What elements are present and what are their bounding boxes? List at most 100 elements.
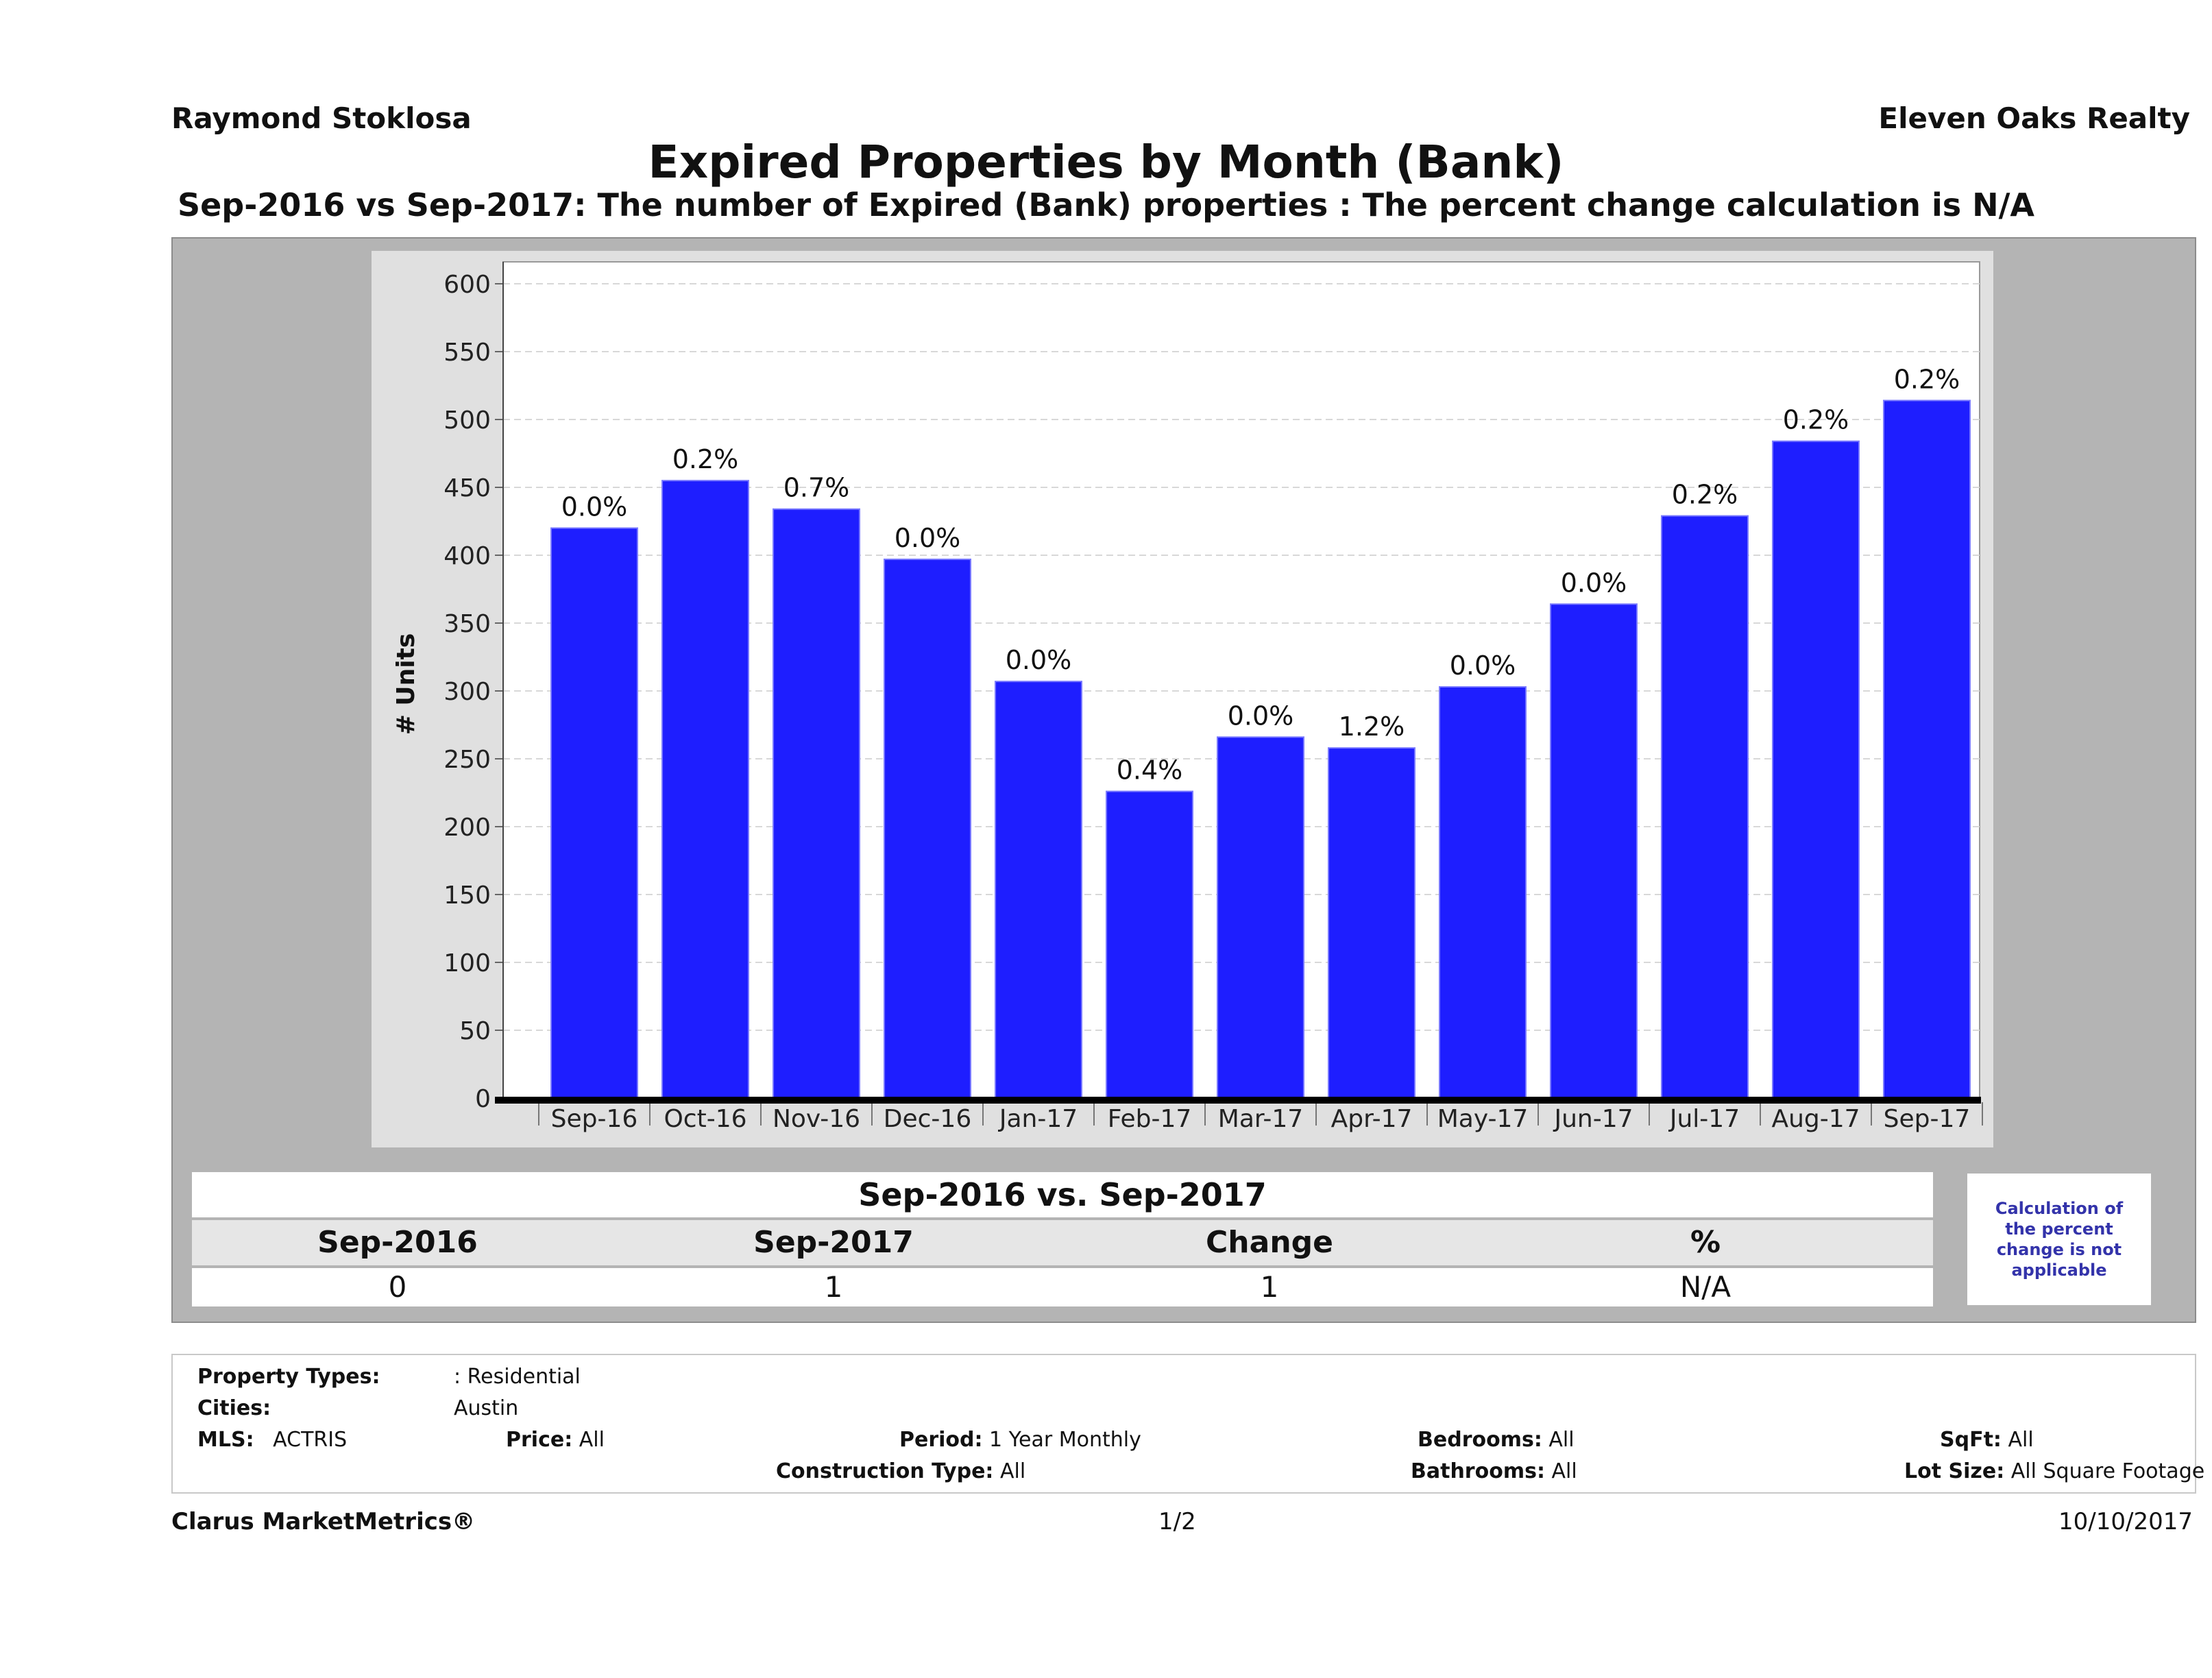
mls-label: MLS: [197, 1428, 254, 1452]
bar-value-label: 0.0% [1228, 701, 1294, 731]
bar-chart: 0.0% 0.2% 0.7% 0.0% 0.0% 0.4% 0.0% 1.2% 0.0% 0.0%… [372, 251, 1993, 1147]
footer-brand: Clarus MarketMetrics® [171, 1508, 476, 1535]
x-tick-label: Jan-17 [998, 1105, 1078, 1133]
bar-feb-17 [1106, 790, 1193, 1099]
percent-change-note: Calculation of the percent change is not… [1967, 1174, 2151, 1305]
bar-sep-17 [1883, 400, 1971, 1099]
x-tick-label: Oct-16 [664, 1105, 746, 1133]
bedrooms-row: Bedrooms: All [1418, 1428, 1575, 1452]
cities-row: Cities: [197, 1396, 271, 1420]
page-subtitle: Sep-2016 vs Sep-2017: The number of Expi… [177, 186, 2035, 223]
sqft-label: SqFt: [1940, 1428, 2002, 1452]
y-tick-label: 450 [443, 474, 491, 502]
x-tick-label: Sep-16 [551, 1105, 638, 1133]
report-date: 10/10/2017 [2058, 1508, 2193, 1535]
bar-value-label: 0.0% [1450, 650, 1516, 681]
bar-value-label: 0.0% [1006, 645, 1072, 675]
y-tick-label: 350 [443, 610, 491, 638]
x-tick-label: Dec-16 [884, 1105, 971, 1133]
bar-value-label: 0.2% [672, 444, 739, 474]
summary-value-row: 0 1 1 N/A [192, 1268, 1933, 1306]
value-change: 1 [1260, 1270, 1279, 1304]
period-row: Period: 1 Year Monthly [899, 1428, 1141, 1452]
bar-value-label: 0.2% [1894, 364, 1960, 394]
agent-name: Raymond Stoklosa [171, 101, 472, 135]
bar-value-label: 0.0% [895, 523, 961, 553]
y-tick-label: 550 [443, 339, 491, 367]
y-tick-label: 200 [443, 814, 491, 842]
y-tick-label: 100 [443, 949, 491, 977]
bar-may-17 [1439, 686, 1527, 1099]
value-sep-2016: 0 [388, 1270, 407, 1304]
y-tick-label: 500 [443, 406, 491, 435]
col-header-sep-2017: Sep-2017 [753, 1225, 914, 1260]
bar-value-label: 0.0% [561, 491, 628, 522]
property-types-row: Property Types: [197, 1365, 380, 1389]
chart-panel: 0.0% 0.2% 0.7% 0.0% 0.0% 0.4% 0.0% 1.2% 0.0% 0.0%… [171, 237, 2196, 1323]
sqft-row: SqFt: All [1940, 1428, 2034, 1452]
bar-oct-16 [661, 480, 749, 1099]
property-types-value: : Residential [454, 1365, 581, 1389]
percent-change-note-text: Calculation of the percent change is not… [1995, 1199, 2124, 1280]
bathrooms-value: All [1551, 1459, 1577, 1483]
cities-value: Austin [454, 1396, 519, 1420]
period-value: 1 Year Monthly [989, 1428, 1141, 1452]
y-tick-label: 400 [443, 542, 491, 570]
y-tick-label: 250 [443, 746, 491, 774]
lot-size-label: Lot Size: [1904, 1459, 2005, 1483]
bar-jul-17 [1661, 515, 1749, 1099]
sqft-value: All [2008, 1428, 2034, 1452]
construction-label: Construction Type: [776, 1459, 994, 1483]
x-tick-label: Sep-17 [1884, 1105, 1971, 1133]
cities-label: Cities: [197, 1396, 271, 1420]
bar-sep-16 [550, 527, 638, 1099]
col-header-change: Change [1206, 1225, 1333, 1260]
x-tick-label: Mar-17 [1218, 1105, 1303, 1133]
bar-jan-17 [995, 681, 1082, 1099]
bathrooms-label: Bathrooms: [1411, 1459, 1545, 1483]
price-row: Price: All [506, 1428, 605, 1452]
summary-header-row: Sep-2016 Sep-2017 Change % [192, 1220, 1933, 1265]
page-number: 1/2 [1158, 1508, 1196, 1535]
value-sep-2017: 1 [824, 1270, 843, 1304]
bar-value-label: 0.4% [1117, 755, 1183, 786]
bar-jun-17 [1550, 603, 1638, 1099]
bar-dec-16 [884, 558, 971, 1099]
y-tick-label: 50 [459, 1017, 491, 1045]
summary-heading: Sep-2016 vs. Sep-2017 [192, 1172, 1933, 1217]
bedrooms-value: All [1548, 1428, 1575, 1452]
x-tick-label: Jun-17 [1553, 1105, 1633, 1133]
y-tick-label: 0 [475, 1085, 491, 1113]
col-header-sep-2016: Sep-2016 [317, 1225, 478, 1260]
construction-value: All [999, 1459, 1026, 1483]
search-criteria: Property Types: : Residential Cities: Au… [171, 1354, 2204, 1494]
x-tick-label: Nov-16 [773, 1105, 860, 1133]
property-types-label: Property Types: [197, 1365, 380, 1389]
x-tick-label: Apr-17 [1331, 1105, 1413, 1133]
mls-row: MLS: ACTRIS [197, 1428, 347, 1452]
value-percent: N/A [1679, 1270, 1731, 1304]
y-tick-label: 150 [443, 881, 491, 910]
y-tick-label: 300 [443, 678, 491, 706]
page-title: Expired Properties by Month (Bank) [648, 136, 1564, 189]
mls-value: ACTRIS [273, 1428, 348, 1452]
bar-apr-17 [1328, 747, 1415, 1099]
company-name: Eleven Oaks Realty [1878, 101, 2190, 135]
x-tick-label: Aug-17 [1771, 1105, 1860, 1133]
price-label: Price: [506, 1428, 573, 1452]
x-tick-label: May-17 [1437, 1105, 1529, 1133]
y-tick-label: 600 [443, 271, 491, 299]
y-axis-label: # Units [392, 633, 420, 735]
bar-value-label: 0.2% [1672, 480, 1738, 510]
lot-size-value: All Square Footage [2010, 1459, 2205, 1483]
x-axis-line [495, 1097, 1981, 1104]
bedrooms-label: Bedrooms: [1418, 1428, 1542, 1452]
x-tick-label: Jul-17 [1668, 1105, 1740, 1133]
col-header-percent: % [1690, 1225, 1721, 1260]
bar-value-label: 0.2% [1783, 405, 1849, 435]
x-tick-label: Feb-17 [1108, 1105, 1192, 1133]
construction-row: Construction Type: All [776, 1459, 1025, 1483]
bar-value-label: 0.0% [1561, 568, 1627, 598]
bar-aug-17 [1772, 440, 1860, 1099]
bar-value-label: 1.2% [1339, 712, 1405, 742]
